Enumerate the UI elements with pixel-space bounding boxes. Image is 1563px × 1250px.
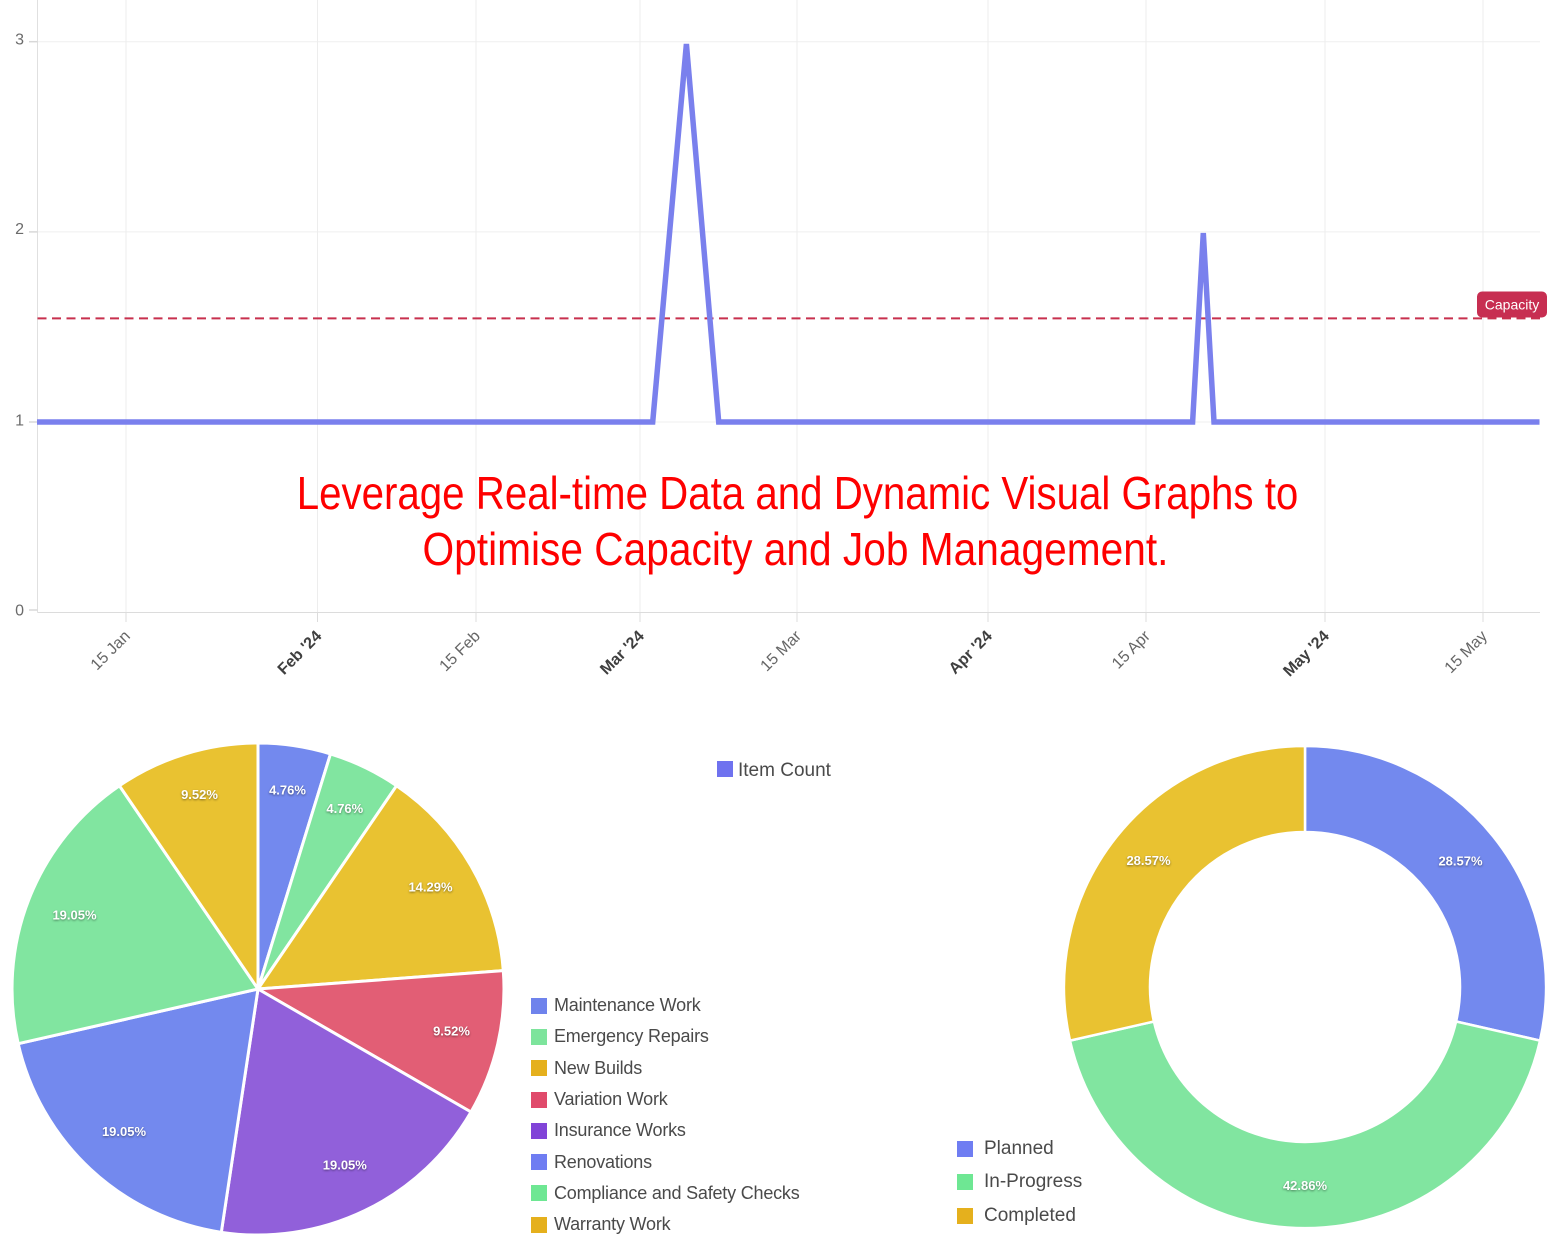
svg-text:15 Mar: 15 Mar [758, 627, 806, 675]
svg-text:Apr '24: Apr '24 [946, 628, 996, 678]
svg-text:15 Apr: 15 Apr [1109, 627, 1154, 672]
svg-text:28.57%: 28.57% [1126, 853, 1171, 868]
svg-text:15 May: 15 May [1442, 628, 1491, 677]
svg-text:4.76%: 4.76% [326, 801, 363, 816]
svg-text:4.76%: 4.76% [269, 783, 306, 798]
svg-text:9.52%: 9.52% [433, 1024, 470, 1039]
svg-text:May '24: May '24 [1280, 628, 1333, 681]
svg-text:19.05%: 19.05% [102, 1124, 147, 1139]
svg-text:1: 1 [15, 413, 24, 430]
svg-text:0: 0 [15, 603, 24, 620]
svg-text:3: 3 [15, 31, 24, 48]
svg-text:19.05%: 19.05% [323, 1158, 368, 1173]
svg-text:19.05%: 19.05% [52, 908, 97, 923]
svg-text:Capacity: Capacity [1485, 297, 1539, 313]
svg-text:15 Feb: 15 Feb [437, 628, 484, 675]
svg-text:9.52%: 9.52% [181, 787, 218, 802]
svg-text:Mar '24: Mar '24 [597, 628, 648, 679]
svg-text:15 Jan: 15 Jan [88, 628, 134, 674]
svg-text:14.29%: 14.29% [408, 880, 453, 895]
svg-text:Feb '24: Feb '24 [275, 628, 326, 679]
svg-text:28.57%: 28.57% [1438, 854, 1483, 869]
svg-text:2: 2 [15, 221, 24, 238]
svg-text:42.86%: 42.86% [1283, 1178, 1328, 1193]
